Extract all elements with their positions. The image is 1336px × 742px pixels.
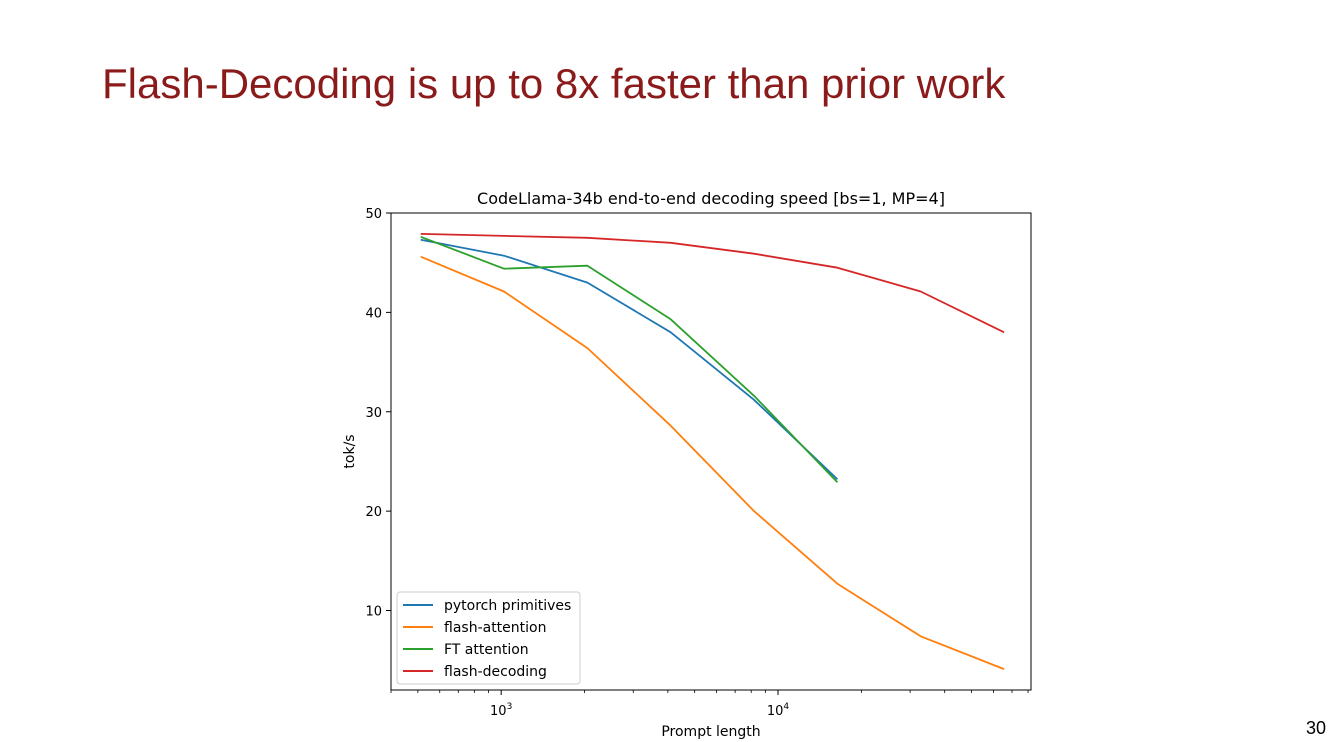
legend: pytorch primitives flash-attention FT atte…	[396, 591, 581, 685]
legend-label: flash-decoding	[444, 664, 547, 680]
series-line-flash-decoding	[420, 233, 1005, 334]
y-tick-label: 20	[365, 505, 382, 520]
legend-label: pytorch primitives	[444, 598, 571, 614]
page-number: 30	[1305, 718, 1326, 738]
series-line-flash-attention	[420, 255, 1005, 670]
chart-title: CodeLlama-34b end-to-end decoding speed …	[477, 189, 945, 208]
x-tick-label: 103	[490, 702, 512, 719]
y-tick-label: 10	[365, 605, 382, 620]
series-line-ft-attention	[420, 235, 839, 483]
y-axis-label: tok/s	[342, 434, 358, 468]
y-tick-label: 30	[365, 406, 382, 421]
legend-label: FT attention	[444, 642, 529, 658]
x-tick-label: 104	[767, 702, 790, 719]
y-tick-label: 40	[365, 306, 382, 321]
legend-box	[396, 591, 581, 685]
series-line-pytorch-primitives	[420, 238, 839, 480]
x-axis-label: Prompt length	[661, 724, 760, 740]
plot-frame	[390, 212, 1032, 691]
y-tick-label: 50	[365, 207, 382, 222]
legend-label: flash-attention	[444, 620, 546, 636]
slide-title: Flash-Decoding is up to 8x faster than p…	[102, 60, 1006, 107]
